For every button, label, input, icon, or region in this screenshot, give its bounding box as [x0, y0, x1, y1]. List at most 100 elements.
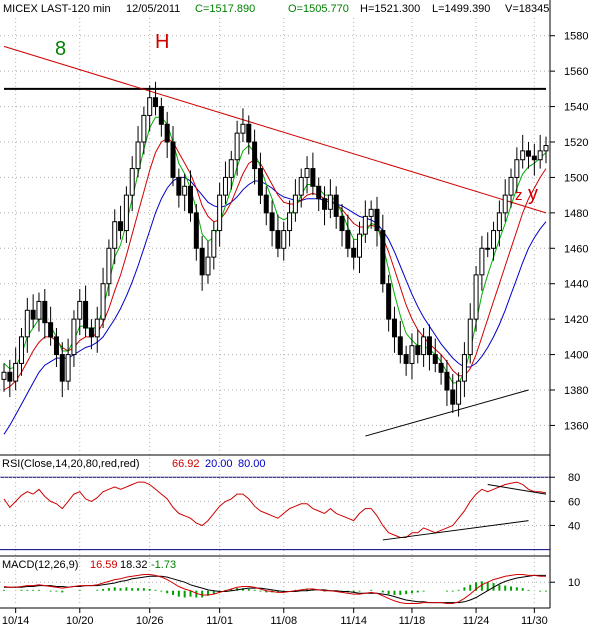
candle-body [543, 145, 549, 152]
price-tick-label: 1440 [564, 279, 588, 291]
candle-body [357, 233, 363, 258]
candle-body [24, 309, 30, 338]
candle-body [77, 300, 83, 320]
date-tick-label: 11/18 [399, 615, 426, 627]
wave-label-y: y [528, 183, 538, 205]
candle-body [526, 150, 532, 157]
rsi-value: 66.92 [172, 458, 200, 470]
rsi-tick-label: 40 [568, 520, 580, 532]
signal-value: 18.32 [120, 559, 148, 571]
candle-body [118, 221, 124, 232]
candle-body [281, 230, 287, 249]
candle-body [199, 247, 205, 276]
candle-body [83, 300, 89, 329]
date-tick-label: 11/14 [340, 615, 367, 627]
candle-body [531, 155, 537, 161]
price-tick-label: 1580 [564, 31, 588, 43]
candle-body [30, 309, 36, 320]
candle-body [461, 354, 467, 382]
candle-body [298, 176, 304, 196]
header-open: O=1505.770 [288, 3, 349, 15]
candle-body [7, 371, 13, 382]
candle-body [123, 194, 129, 232]
candle-body [252, 141, 258, 170]
price-lines [3, 45, 547, 437]
support-line [365, 389, 529, 437]
macd-line [3, 574, 546, 604]
candle-body [217, 194, 223, 232]
candle-body [415, 345, 421, 356]
candle-body [129, 168, 135, 196]
candle-body [391, 318, 397, 338]
date-tick-label: 10/14 [2, 615, 30, 627]
date-tick-label: 11/01 [206, 615, 233, 627]
candle-body [362, 215, 368, 235]
panel-separators [0, 0, 551, 609]
rsi-upper: 80.00 [238, 458, 266, 470]
date-axis: 10/14 10/20 10/26 11/01 11/08 11/14 11/18 11/24… [2, 608, 548, 627]
candle-body [374, 208, 380, 232]
candle-body [508, 176, 514, 196]
candle-body [450, 389, 456, 405]
candle-body [153, 97, 159, 108]
price-tick-label: 1520 [564, 137, 588, 149]
macd-tick-label: 10 [568, 577, 580, 589]
candle-body [467, 318, 473, 356]
candle-body [18, 336, 24, 364]
macd-panel: 10 [0, 574, 580, 604]
candle-body [53, 336, 59, 356]
candle-body [36, 300, 42, 320]
candle-body [368, 208, 374, 217]
candle-body [473, 274, 479, 320]
candle-body [479, 247, 485, 276]
candle-body [88, 327, 94, 338]
candle-body [100, 283, 106, 320]
candle-body [403, 354, 409, 364]
candle-body [421, 336, 427, 356]
candle-body [170, 141, 176, 178]
candle-body [263, 194, 269, 214]
candles [1, 81, 549, 417]
date-tick-label: 10/20 [66, 615, 94, 627]
price-tick-label: 1460 [564, 243, 588, 255]
candle-body [432, 354, 438, 364]
candle-body [59, 354, 65, 382]
candle-body [246, 123, 252, 143]
candle-body [502, 194, 508, 214]
wave-label-z: z [515, 187, 523, 204]
candle-body [164, 123, 170, 143]
price-tick-label: 1420 [564, 314, 588, 326]
rsi-line [3, 481, 547, 538]
candle-body [240, 123, 246, 134]
candle-body [444, 371, 450, 391]
candle-body [182, 185, 188, 196]
candle-body [386, 283, 392, 320]
hist-value: -1.73 [151, 559, 176, 571]
candle-body [42, 300, 48, 324]
candle-body [287, 212, 293, 232]
macd-value: 16.59 [90, 559, 118, 571]
ma-fast-line [3, 116, 547, 384]
candle-body [205, 256, 211, 276]
date-tick-label: 10/26 [136, 615, 164, 627]
macd-title: MACD(12,26,9) [2, 559, 78, 571]
candle-body [380, 230, 386, 285]
rsi-title: RSI(Close,14,20,80,red,red) [2, 458, 140, 470]
price-tick-label: 1360 [564, 420, 588, 432]
candle-body [304, 168, 310, 178]
rsi-panel: 40 60 80 [0, 472, 580, 551]
candle-body [71, 318, 77, 356]
candle-body [520, 150, 526, 161]
price-axis-ticks: 1360 1380 1400 1420 1440 1460 1480 1500 1520 1540… [550, 31, 588, 432]
candle-body [228, 159, 234, 178]
candle-body [339, 215, 345, 232]
header-volume: V=18345 [505, 3, 549, 15]
date-tick-label: 11/24 [463, 615, 490, 627]
price-tick-label: 1380 [564, 385, 588, 397]
wave-label-8: 8 [55, 38, 66, 60]
header-date: 12/05/2011 [126, 3, 180, 15]
candle-body [438, 362, 444, 373]
candle-body [327, 194, 333, 210]
